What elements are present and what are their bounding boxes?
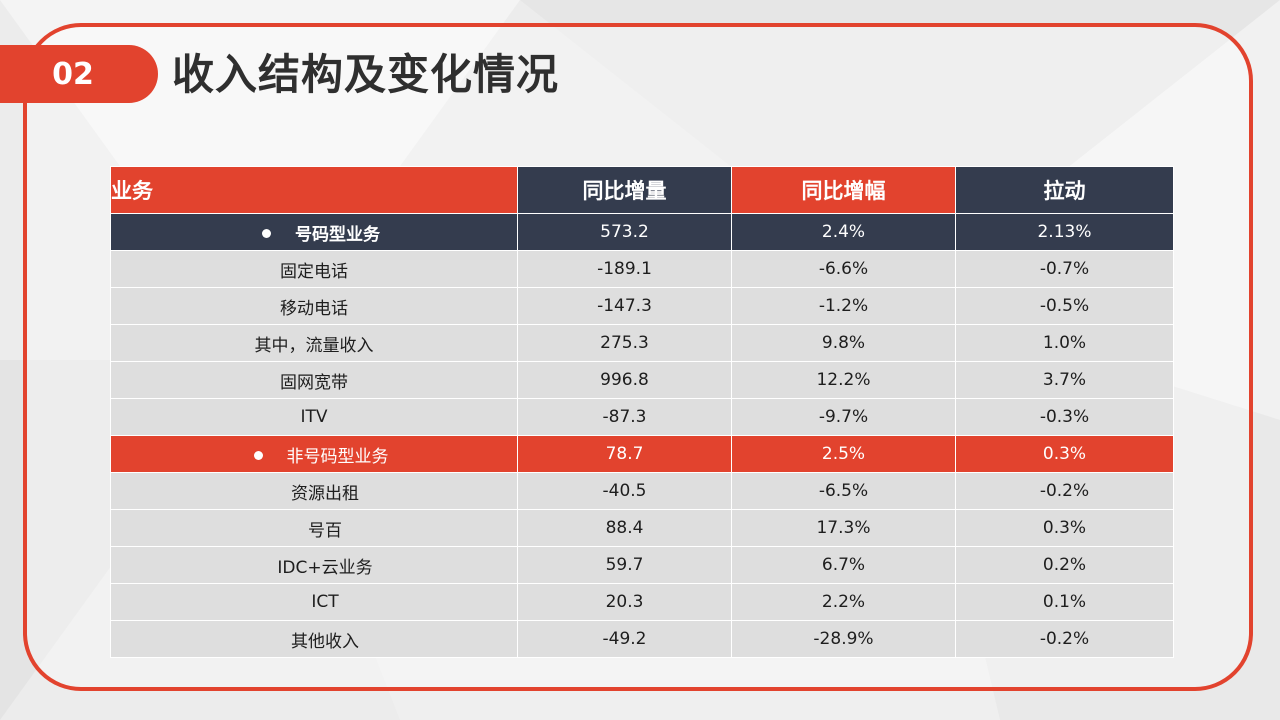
row-growth: 17.3% bbox=[731, 509, 956, 547]
row-increase: 275.3 bbox=[517, 324, 732, 362]
row-increase: -147.3 bbox=[517, 287, 732, 325]
row-label: 其中，流量收入 bbox=[110, 324, 518, 362]
row-increase: -49.2 bbox=[517, 620, 732, 658]
row-pull: -0.3% bbox=[955, 398, 1174, 436]
row-label: 号码型业务 bbox=[110, 213, 518, 251]
row-pull: 3.7% bbox=[955, 361, 1174, 399]
row-label: ICT bbox=[110, 583, 518, 621]
row-label: 移动电话 bbox=[110, 287, 518, 325]
row-growth: 12.2% bbox=[731, 361, 956, 399]
row-label: 资源出租 bbox=[110, 472, 518, 510]
row-pull: 1.0% bbox=[955, 324, 1174, 362]
page-title: 收入结构及变化情况 bbox=[172, 50, 560, 99]
bullet-icon bbox=[253, 451, 263, 460]
row-increase: 88.4 bbox=[517, 509, 732, 547]
header-growth: 同比增幅 bbox=[731, 166, 956, 214]
row-increase: -87.3 bbox=[517, 398, 732, 436]
row-growth: -9.7% bbox=[731, 398, 956, 436]
row-growth: 2.5% bbox=[731, 435, 956, 473]
row-pull: 0.1% bbox=[955, 583, 1174, 621]
row-label: ITV bbox=[110, 398, 518, 436]
row-label: 号百 bbox=[110, 509, 518, 547]
table-row: 移动电话 -147.3 -1.2% -0.5% bbox=[110, 287, 1174, 325]
row-growth: -28.9% bbox=[731, 620, 956, 658]
row-growth: -6.5% bbox=[731, 472, 956, 510]
table-row: 其中，流量收入 275.3 9.8% 1.0% bbox=[110, 324, 1174, 362]
section-number-badge: 02 bbox=[0, 45, 158, 103]
row-increase: -40.5 bbox=[517, 472, 732, 510]
row-increase: 573.2 bbox=[517, 213, 732, 251]
header-business: 业务 bbox=[110, 166, 518, 214]
table-row: IDC+云业务 59.7 6.7% 0.2% bbox=[110, 546, 1174, 584]
row-growth: 2.4% bbox=[731, 213, 956, 251]
row-increase: 20.3 bbox=[517, 583, 732, 621]
row-pull: -0.2% bbox=[955, 472, 1174, 510]
row-label: 非号码型业务 bbox=[110, 435, 518, 473]
row-pull: 0.3% bbox=[955, 509, 1174, 547]
row-growth: 9.8% bbox=[731, 324, 956, 362]
table-row: 固定电话 -189.1 -6.6% -0.7% bbox=[110, 250, 1174, 288]
row-pull: 0.3% bbox=[955, 435, 1174, 473]
table-row: 固网宽带 996.8 12.2% 3.7% bbox=[110, 361, 1174, 399]
row-label: 固定电话 bbox=[110, 250, 518, 288]
row-pull: -0.5% bbox=[955, 287, 1174, 325]
bullet-icon bbox=[262, 229, 271, 238]
section-number: 02 bbox=[52, 56, 94, 92]
header-pull: 拉动 bbox=[955, 166, 1174, 214]
row-pull: 2.13% bbox=[955, 213, 1174, 251]
table-row: ICT 20.3 2.2% 0.1% bbox=[110, 583, 1174, 621]
row-pull: -0.2% bbox=[955, 620, 1174, 658]
row-pull: -0.7% bbox=[955, 250, 1174, 288]
row-label: IDC+云业务 bbox=[110, 546, 518, 584]
row-growth: 6.7% bbox=[731, 546, 956, 584]
row-increase: 78.7 bbox=[517, 435, 732, 473]
table-row: ITV -87.3 -9.7% -0.3% bbox=[110, 398, 1174, 436]
row-growth: -1.2% bbox=[731, 287, 956, 325]
table-row: 非号码型业务 78.7 2.5% 0.3% bbox=[110, 435, 1174, 473]
row-pull: 0.2% bbox=[955, 546, 1174, 584]
row-increase: -189.1 bbox=[517, 250, 732, 288]
row-increase: 996.8 bbox=[517, 361, 732, 399]
row-label: 固网宽带 bbox=[110, 361, 518, 399]
row-growth: 2.2% bbox=[731, 583, 956, 621]
row-growth: -6.6% bbox=[731, 250, 956, 288]
table-row: 号百 88.4 17.3% 0.3% bbox=[110, 509, 1174, 547]
table-row: 资源出租 -40.5 -6.5% -0.2% bbox=[110, 472, 1174, 510]
table-header-row: 业务 同比增量 同比增幅 拉动 bbox=[110, 166, 1174, 214]
table-row: 号码型业务 573.2 2.4% 2.13% bbox=[110, 213, 1174, 251]
header-increase: 同比增量 bbox=[517, 166, 732, 214]
row-label: 其他收入 bbox=[110, 620, 518, 658]
revenue-table: 业务 同比增量 同比增幅 拉动 号码型业务 573.2 2.4% 2.13% 固… bbox=[110, 166, 1174, 658]
table-row: 其他收入 -49.2 -28.9% -0.2% bbox=[110, 620, 1174, 658]
row-increase: 59.7 bbox=[517, 546, 732, 584]
